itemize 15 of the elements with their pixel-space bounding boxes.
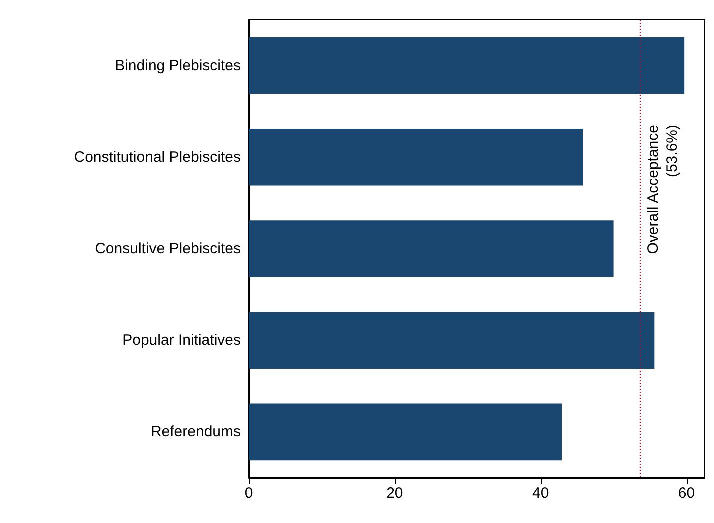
bar [249,220,614,278]
x-tick-label: 20 [386,485,404,502]
x-tick-label: 40 [532,485,550,502]
ref-line-label: Overall Acceptance (53.6%) [645,125,682,254]
bar [249,404,562,461]
x-tick-label: 0 [244,485,254,502]
x-tick-label: 60 [678,485,696,502]
y-tick-label: Binding Plebiscites [115,57,241,74]
bar [249,129,584,186]
y-tick-label: Consultive Plebiscites [95,240,241,258]
y-tick-label: Constitutional Plebiscites [74,148,241,166]
bar [249,37,685,94]
bar [249,312,655,369]
y-tick-label: Referendums [150,424,241,441]
y-tick-label: Popular Initiatives [122,332,241,350]
